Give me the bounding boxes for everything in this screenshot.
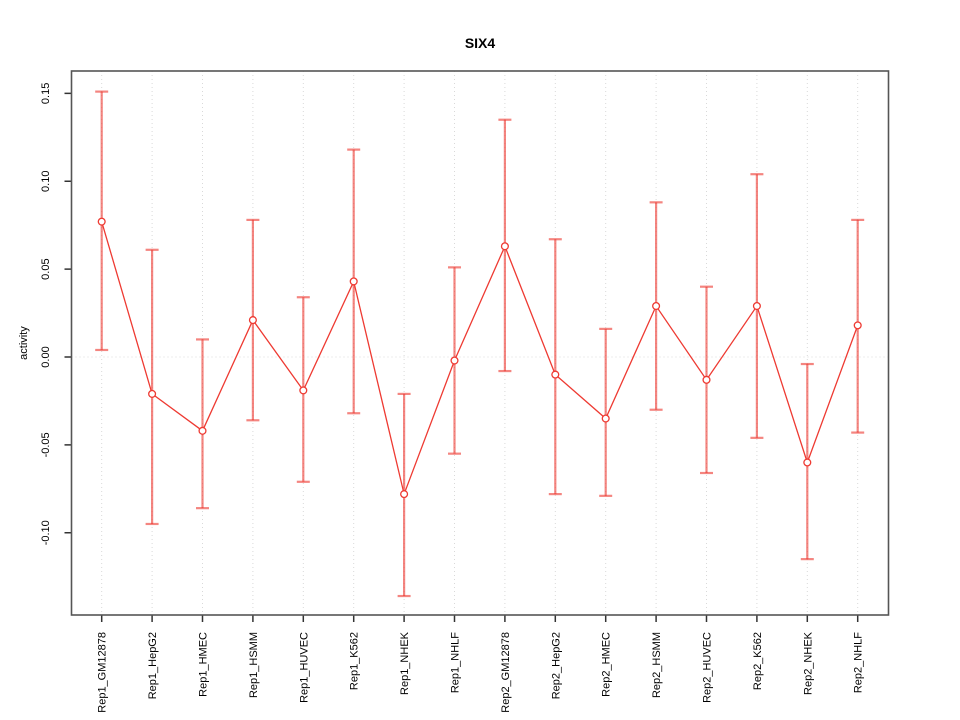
x-tick-label: Rep1_HUVEC bbox=[298, 632, 310, 703]
y-tick-label: -0.05 bbox=[40, 432, 52, 457]
plot-area: Rep1_GM12878 Rep1_HepG2 Rep1_HMEC Rep1_HSMM… bbox=[40, 70, 890, 713]
x-tick-label: Rep2_NHEK bbox=[802, 631, 814, 695]
x-tick-label: Rep1_GM12878 bbox=[97, 632, 109, 713]
y-tick-label: -0.10 bbox=[40, 520, 52, 545]
x-tick-label: Rep1_HSMM bbox=[248, 632, 260, 698]
y-tick-label: 0.15 bbox=[40, 83, 52, 104]
y-tick-label: 0.00 bbox=[40, 346, 52, 367]
x-tick-label: Rep2_HepG2 bbox=[550, 632, 562, 699]
data-point bbox=[450, 356, 459, 365]
x-tick-label: Rep2_NHLF bbox=[853, 632, 865, 693]
x-tick-label: Rep1_NHEK bbox=[399, 631, 411, 695]
data-point bbox=[652, 301, 661, 311]
x-tick-label: Rep1_NHLF bbox=[450, 632, 462, 693]
chart-title: SIX4 bbox=[465, 35, 496, 51]
plot-frame bbox=[70, 70, 890, 616]
y-tick-label: 0.05 bbox=[40, 258, 52, 279]
x-tick-label: Rep1_HMEC bbox=[198, 632, 210, 697]
data-point bbox=[198, 426, 207, 435]
x-tick-label: Rep1_HepG2 bbox=[147, 632, 159, 699]
data-point bbox=[853, 321, 862, 330]
x-tick-label: Rep2_HSMM bbox=[651, 632, 663, 698]
x-tick-label: Rep2_HMEC bbox=[601, 632, 613, 697]
x-tick-label: Rep1_K562 bbox=[349, 632, 361, 690]
data-point bbox=[702, 375, 711, 384]
data-point bbox=[500, 242, 509, 251]
data-point bbox=[349, 277, 358, 286]
data-point bbox=[248, 316, 257, 325]
data-point bbox=[97, 217, 106, 226]
data-point bbox=[148, 389, 157, 398]
data-point bbox=[752, 301, 761, 311]
data-point bbox=[299, 386, 308, 395]
y-axis-label: activity bbox=[18, 326, 30, 360]
data-point bbox=[601, 414, 610, 423]
y-tick-label: 0.10 bbox=[40, 171, 52, 192]
x-tick-label: Rep2_GM12878 bbox=[500, 632, 512, 713]
x-tick-label: Rep2_HUVEC bbox=[702, 632, 714, 703]
data-point bbox=[400, 490, 409, 499]
series-line bbox=[101, 221, 859, 497]
data-point bbox=[803, 458, 812, 467]
data-point bbox=[551, 370, 560, 379]
x-tick-label: Rep2_K562 bbox=[752, 632, 764, 690]
